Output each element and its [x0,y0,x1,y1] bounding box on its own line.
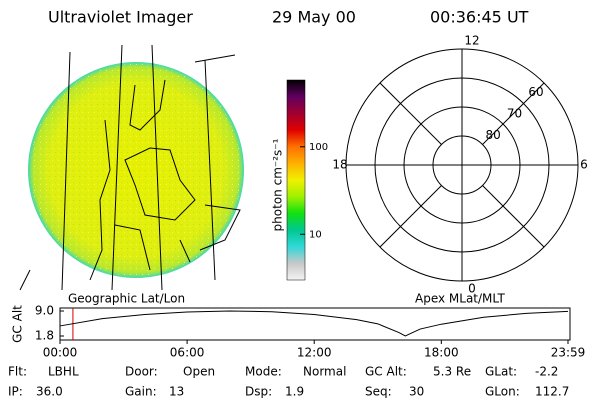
diagonal-spoke [482,82,545,145]
info-label: Gain: [125,385,157,399]
hour-label: 0 [468,282,476,296]
colorbar-label: photon cm⁻²s⁻¹ [271,138,285,231]
diagonal-spoke [379,185,442,248]
info-label: Seq: [365,385,392,399]
altitude-line [59,310,569,337]
x-tick-label: 12:00 [297,346,332,360]
info-value: 112.7 [535,385,569,399]
info-value: Normal [303,365,346,379]
latitude-label: 80 [485,128,500,142]
latitude-label: 60 [528,85,543,99]
latitude-label: 70 [507,107,522,121]
plot-frame [59,307,571,341]
info-label: GC Alt: [365,365,407,379]
y-tick-label: 9.0 [35,304,54,318]
info-value: -2.2 [535,365,558,379]
info-label: IP: [8,385,23,399]
title: Ultraviolet Imager [48,8,193,27]
hour-label: 6 [580,158,588,172]
diagonal-spoke [379,82,442,145]
info-value: 1.9 [285,385,304,399]
time: 00:36:45 UT [430,8,529,27]
hour-label: 12 [464,34,479,48]
info-label: Door: [125,365,158,379]
info-value: 5.3 Re [433,365,471,379]
x-tick-label: 18:00 [424,346,459,360]
earth-image [19,44,244,291]
info-label: Flt: [8,365,27,379]
info-value: Open [183,365,215,379]
info-label: Mode: [245,365,282,379]
image-panel-label: Geographic Lat/Lon [68,292,185,306]
x-tick-label: 00:00 [43,346,78,360]
diagonal-spoke [482,185,545,248]
colorbar-tick-label: 10 [309,229,322,240]
info-label: GLat: [485,365,517,379]
date: 29 May 00 [272,8,356,27]
info-value: 36.0 [36,385,63,399]
hour-label: 18 [332,158,347,172]
y-tick-label: 1.8 [35,329,54,343]
y-axis-label: GC Alt [11,305,25,343]
x-tick-label: 06:00 [170,346,205,360]
x-tick-label: 23:59 [551,346,586,360]
info-value: LBHL [48,365,79,379]
polar-panel-label: Apex MLat/MLT [415,292,505,306]
colorbar [286,79,306,281]
info-label: GLon: [485,385,520,399]
info-value: 13 [169,385,184,399]
info-value: 30 [409,385,424,399]
colorbar-tick-label: 100 [309,142,328,153]
info-label: Dsp: [245,385,272,399]
